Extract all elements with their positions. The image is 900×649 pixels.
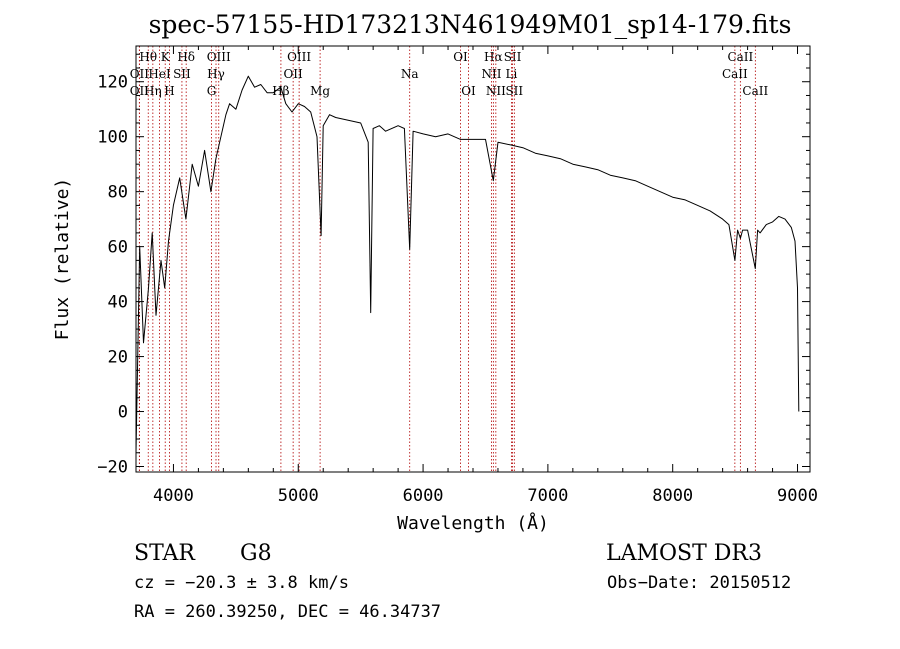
spectral-line-label: OI [453, 50, 468, 64]
y-tick-label: 100 [97, 128, 128, 148]
spectral-line-label: Hγ [207, 67, 225, 81]
spectral-line-label: SII [504, 50, 522, 64]
x-tick-label: 7000 [527, 486, 568, 506]
spectral-line-label: K [161, 50, 171, 64]
y-tick-label: 20 [108, 348, 128, 368]
chart-title: spec-57155-HD173213N461949M01_sp14-179.f… [149, 10, 792, 39]
y-tick-label: 0 [118, 403, 128, 423]
x-tick-label: 4000 [153, 486, 194, 506]
y-tick-label: 80 [108, 183, 128, 203]
y-tick-label: 120 [97, 73, 128, 93]
spectral-line-label: OII [283, 67, 303, 81]
spectral-line-label: CaII [722, 67, 748, 81]
spectral-line-label: G [207, 84, 217, 98]
object-class: STAR [134, 541, 196, 566]
spectrum-line [135, 75, 800, 453]
spectral-line-label: Hα [484, 50, 503, 64]
spectral-line-label: OIII [287, 50, 311, 64]
spectral-line-label: Hβ [272, 84, 289, 98]
spectral-line-label: Hη [144, 84, 162, 98]
x-tick-label: 9000 [777, 486, 818, 506]
spectrum-series [135, 75, 800, 453]
spectral-line-label: Hθ [139, 50, 157, 64]
axis-ticks: 4000 5000 6000 7000 8000 9000 −20 0 20 40 60 80 100 1… [97, 46, 818, 506]
y-tick-label: −20 [97, 458, 128, 478]
spectral-line-label: H [164, 84, 174, 98]
spectral-line-label: OIII [207, 50, 231, 64]
x-tick-label: 8000 [652, 486, 693, 506]
spectral-line-label: OI [461, 84, 476, 98]
spectral-line-label: CaII [727, 50, 753, 64]
plot-frame [135, 45, 811, 473]
spectral-line-label: NII [481, 67, 501, 81]
y-tick-label: 60 [108, 238, 128, 258]
spectral-line-label: Hδ [177, 50, 195, 64]
redshift-text: cz = −20.3 ± 3.8 km/s [134, 573, 349, 593]
spectral-line-label: Li [506, 67, 518, 81]
spectral-line-label: SII [173, 67, 191, 81]
spectral-line-label: SII [505, 84, 523, 98]
spectral-line-label: Mg [310, 84, 330, 98]
spectral-line-label: HeI [148, 67, 171, 81]
survey-name: LAMOST DR3 [606, 541, 762, 566]
spectral-line-label: NII [486, 84, 506, 98]
x-axis-label: Wavelength (Å) [397, 512, 549, 534]
y-tick-label: 40 [108, 293, 128, 313]
spectral-line-label: Na [401, 67, 419, 81]
y-axis-label: Flux (relative) [52, 178, 73, 341]
spectral-line-label: CaII [742, 84, 768, 98]
object-subclass: G8 [240, 541, 272, 566]
coordinates: RA = 260.39250, DEC = 46.34737 [134, 602, 441, 622]
obs-date: Obs−Date: 20150512 [607, 573, 791, 593]
x-tick-label: 6000 [403, 486, 444, 506]
x-tick-label: 5000 [278, 486, 319, 506]
spectral-line-label: OII [130, 84, 150, 98]
